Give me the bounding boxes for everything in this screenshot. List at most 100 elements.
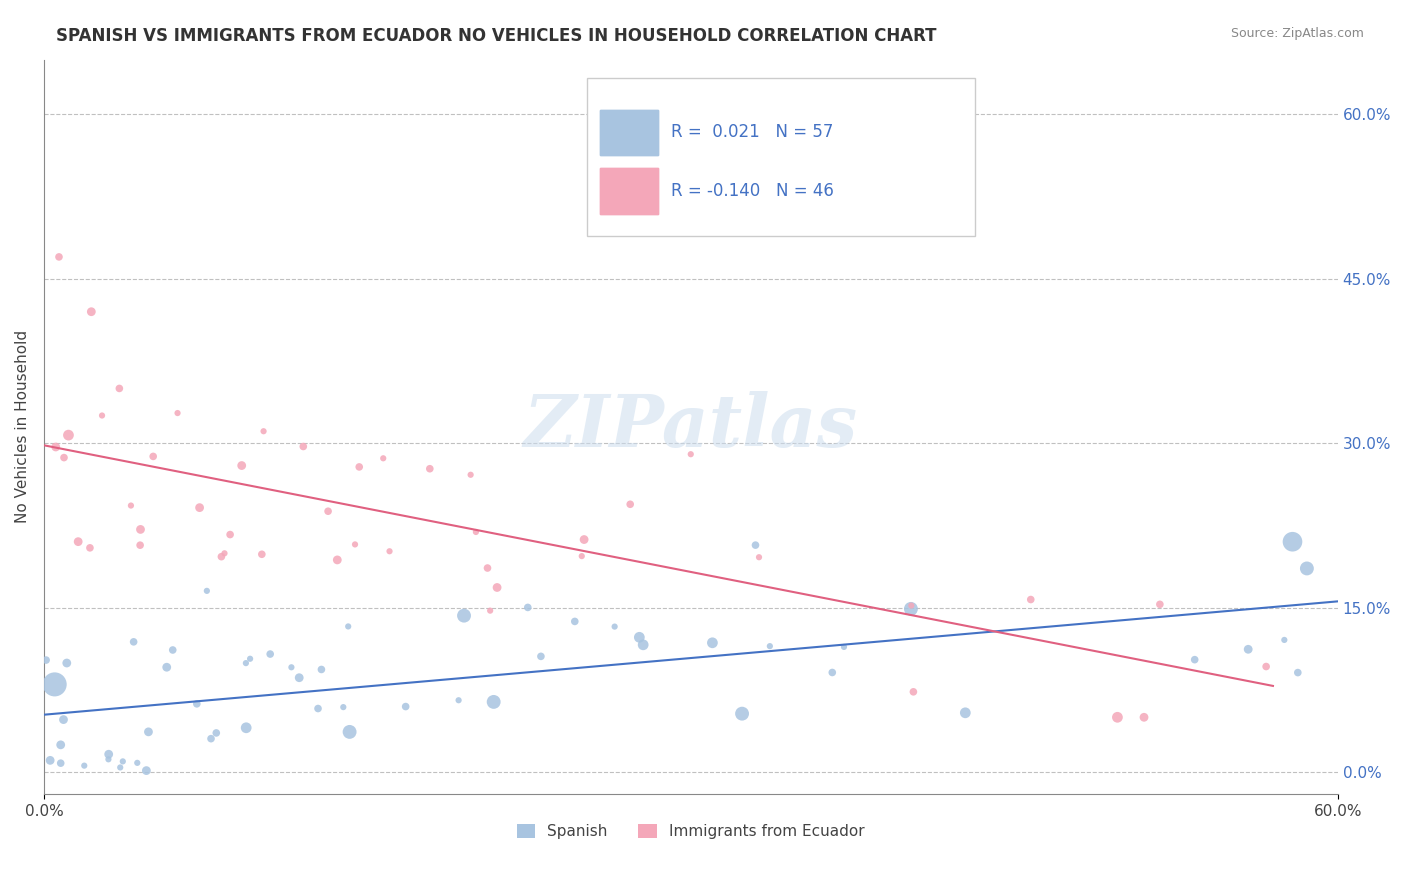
Point [129,523,152,537]
Y-axis label: No Vehicles in Household: No Vehicles in Household [15,330,30,524]
Point [453,608,475,623]
Point [39,753,62,767]
Text: Source: ZipAtlas.com: Source: ZipAtlas.com [1230,27,1364,40]
Point [52,713,75,727]
Point [326,553,349,567]
Point [135,764,157,778]
Point [53,450,76,465]
Point [127,756,149,770]
Point [195,583,218,598]
Point [332,700,354,714]
Point [49,738,72,752]
Point [316,504,339,518]
Point [110,760,132,774]
Point [91,409,114,423]
Point [45,440,67,454]
FancyBboxPatch shape [600,110,658,155]
Point [347,459,370,474]
Point [1149,598,1171,612]
Point [188,500,211,515]
Point [702,636,724,650]
Point [35,653,58,667]
Point [162,643,184,657]
Point [344,537,367,551]
Point [97,752,120,766]
Point [235,721,257,735]
Point [832,640,855,654]
Point [235,656,257,670]
Point [166,406,188,420]
Point [759,639,782,653]
Point [378,544,401,558]
Point [564,615,586,629]
Point [209,549,232,564]
Point [48,250,70,264]
Point [1286,665,1309,680]
Point [628,630,651,644]
Point [288,671,311,685]
Point [530,649,553,664]
Point [419,461,441,475]
Point [307,701,329,715]
Point [482,695,505,709]
Point [464,524,486,539]
Point [900,602,922,616]
Point [1272,632,1295,647]
Point [138,724,160,739]
Point [631,638,654,652]
Point [311,663,333,677]
Point [373,451,395,466]
Text: SPANISH VS IMMIGRANTS FROM ECUADOR NO VEHICLES IN HOUSEHOLD CORRELATION CHART: SPANISH VS IMMIGRANTS FROM ECUADOR NO VE… [56,27,936,45]
Point [744,538,766,552]
Point [731,706,754,721]
Point [1133,710,1156,724]
FancyBboxPatch shape [600,169,658,214]
Text: R =  0.021   N = 57: R = 0.021 N = 57 [671,123,834,141]
Point [337,619,360,633]
Point [79,541,101,555]
Point [205,726,228,740]
Point [186,697,208,711]
Point [486,581,509,595]
Point [292,440,315,454]
Point [748,550,770,565]
Text: R = -0.140   N = 46: R = -0.140 N = 46 [671,182,834,200]
Point [477,561,499,575]
Point [460,467,482,482]
Point [339,725,361,739]
Point [259,647,281,661]
Point [572,533,595,547]
FancyBboxPatch shape [588,78,976,235]
Point [1237,642,1260,657]
Point [571,549,593,563]
Point [200,731,222,746]
Point [156,660,179,674]
Point [1296,561,1319,575]
Point [955,706,977,720]
Point [108,381,131,395]
Point [679,447,702,461]
Point [903,685,925,699]
Point [73,758,96,772]
Point [239,652,262,666]
Point [129,538,152,552]
Point [516,600,538,615]
Point [447,693,470,707]
Point [80,304,103,318]
Point [97,747,120,762]
Point [58,428,80,442]
Point [214,546,236,560]
Point [821,665,844,680]
Point [479,604,502,618]
Point [55,656,77,670]
Point [142,450,165,464]
Legend: Spanish, Immigrants from Ecuador: Spanish, Immigrants from Ecuador [510,818,870,845]
Point [44,677,66,691]
Point [1184,653,1206,667]
Point [280,660,302,674]
Point [252,424,274,438]
Point [1256,659,1278,673]
Point [603,619,626,633]
Point [1107,710,1129,724]
Text: ZIPatlas: ZIPatlas [523,392,858,462]
